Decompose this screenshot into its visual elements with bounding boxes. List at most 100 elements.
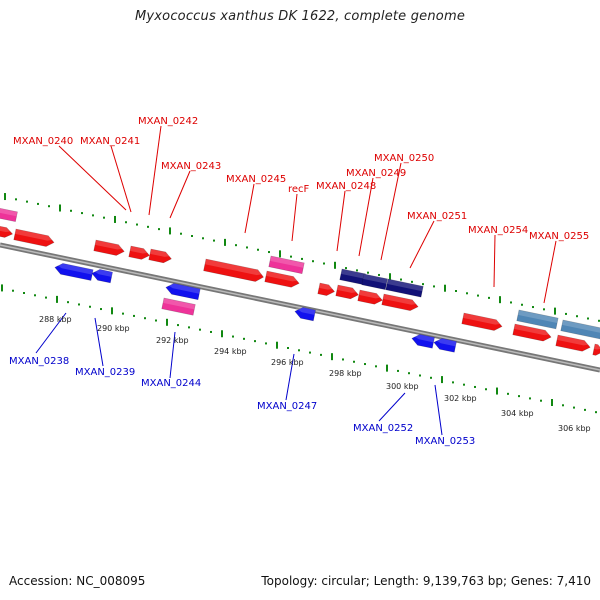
gene-arrow-forward (317, 282, 336, 296)
minor-tick (378, 273, 380, 276)
leader-line (169, 331, 176, 379)
minor-tick (199, 328, 201, 331)
leader-line (358, 177, 374, 257)
gene-arrow-reverse (54, 263, 94, 281)
gene-rna (268, 255, 305, 275)
gene-label-mxan-0240: MXAN_0240 (13, 136, 73, 147)
gene-arrow-forward (357, 289, 383, 305)
gene-arrow-forward (0, 224, 14, 238)
gene-arrow-forward-shine (204, 259, 265, 276)
gene-arrow-dark-shine (386, 279, 424, 292)
gene-arrow-reverse (433, 338, 457, 353)
gene-arrow-forward (461, 312, 503, 331)
gene-arrow-dark (385, 278, 424, 298)
gene-label-mxan-0239: MXAN_0239 (75, 367, 135, 378)
minor-tick (411, 280, 413, 283)
leader-line (94, 317, 104, 367)
leader-line (169, 170, 191, 219)
gene-label-mxan-0244: MXAN_0244 (141, 378, 201, 389)
lower-leader-lines (35, 312, 443, 436)
minor-tick (408, 372, 410, 375)
minor-tick (419, 374, 421, 377)
leader-line (58, 145, 127, 211)
map-title: Myxococcus xanthus DK 1622, complete gen… (134, 9, 466, 24)
genome-backbone-highlight (0, 244, 600, 371)
upper-tick-track (4, 193, 600, 322)
accession-text: Accession: NC_008095 (9, 574, 146, 588)
minor-tick (400, 278, 402, 281)
lower-gene-labels: MXAN_0238 MXAN_0239 MXAN_0244 MXAN_0247 … (9, 356, 475, 447)
gene-arrow-forward-shine (265, 271, 300, 282)
gene-arrow-forward-shine (462, 313, 503, 325)
leader-line (493, 234, 496, 288)
minor-tick (213, 239, 215, 242)
minor-tick (463, 383, 465, 386)
gene-arrow-forward (203, 258, 265, 282)
minor-tick (309, 351, 311, 354)
gene-arrow-reverse (294, 307, 316, 322)
minor-tick (287, 347, 289, 349)
gene-label-mxan-0243: MXAN_0243 (161, 161, 221, 172)
gene-arrow-forward-shine (556, 335, 591, 346)
gene-arrow-reverse-body (294, 307, 316, 322)
minor-tick (477, 294, 479, 297)
minor-tick (345, 267, 347, 270)
minor-tick (587, 317, 589, 320)
genome-summary-text: Topology: circular; Length: 9,139,763 bp… (261, 574, 591, 588)
gene-arrow-forward-body (512, 323, 552, 342)
gene-label-mxan-0251: MXAN_0251 (407, 211, 467, 222)
minor-tick (210, 330, 212, 333)
gene-arrow-forward-body (128, 245, 150, 260)
minor-tick (246, 246, 248, 249)
minor-tick (540, 399, 542, 402)
leader-line (409, 220, 435, 269)
minor-tick (452, 381, 454, 384)
minor-tick (265, 342, 267, 345)
minor-tick (136, 223, 138, 226)
minor-tick (433, 285, 435, 288)
gene-arrow-forward (93, 239, 125, 256)
leader-line (434, 384, 443, 436)
leader-line (35, 312, 67, 354)
gene-features (0, 206, 600, 356)
minor-tick (598, 319, 600, 322)
minor-tick (70, 209, 72, 212)
minor-tick (356, 269, 358, 272)
minor-tick (15, 198, 17, 201)
gene-label-mxan-0248: MXAN_0248 (316, 181, 376, 192)
minor-tick (320, 353, 322, 356)
minor-tick (147, 225, 149, 228)
gene-arrow-forward (13, 228, 55, 247)
gene-arrow-reverse-body (165, 283, 201, 301)
minor-tick (92, 214, 94, 217)
gene-rna-shine (269, 256, 305, 268)
gene-arrow-dark (339, 268, 366, 286)
leader-line (378, 392, 406, 422)
minor-tick (67, 301, 69, 304)
minor-tick (562, 404, 564, 407)
gene-arrow-reverse (91, 269, 113, 284)
minor-tick (323, 262, 325, 265)
gene-arrow-reverse-body (411, 334, 435, 349)
gene-arrow-reverse-shine (412, 334, 435, 343)
gene-arrow-reverse (165, 283, 201, 301)
minor-tick (78, 303, 80, 306)
scale-label: 292 kbp (156, 336, 189, 345)
gene-label-mxan-0247: MXAN_0247 (257, 401, 317, 412)
minor-tick (232, 335, 234, 338)
gene-arrow-dark-shine (340, 269, 366, 279)
scale-label: 306 kbp (558, 424, 591, 433)
scale-labels: 288 kbp 290 kbp 292 kbp 294 kbp 296 kbp … (39, 315, 591, 433)
gene-rna-body (268, 255, 305, 275)
minor-tick (312, 260, 314, 263)
minor-tick (518, 395, 520, 398)
minor-tick (81, 212, 83, 215)
gene-arrow-forward-body (461, 312, 503, 331)
minor-tick (595, 411, 597, 414)
gene-arrow-reverse (411, 334, 435, 349)
minor-tick (23, 292, 25, 294)
minor-tick (202, 237, 204, 240)
minor-tick (521, 303, 523, 306)
minor-tick (100, 308, 102, 311)
gene-arrow-forward-body (13, 228, 55, 247)
